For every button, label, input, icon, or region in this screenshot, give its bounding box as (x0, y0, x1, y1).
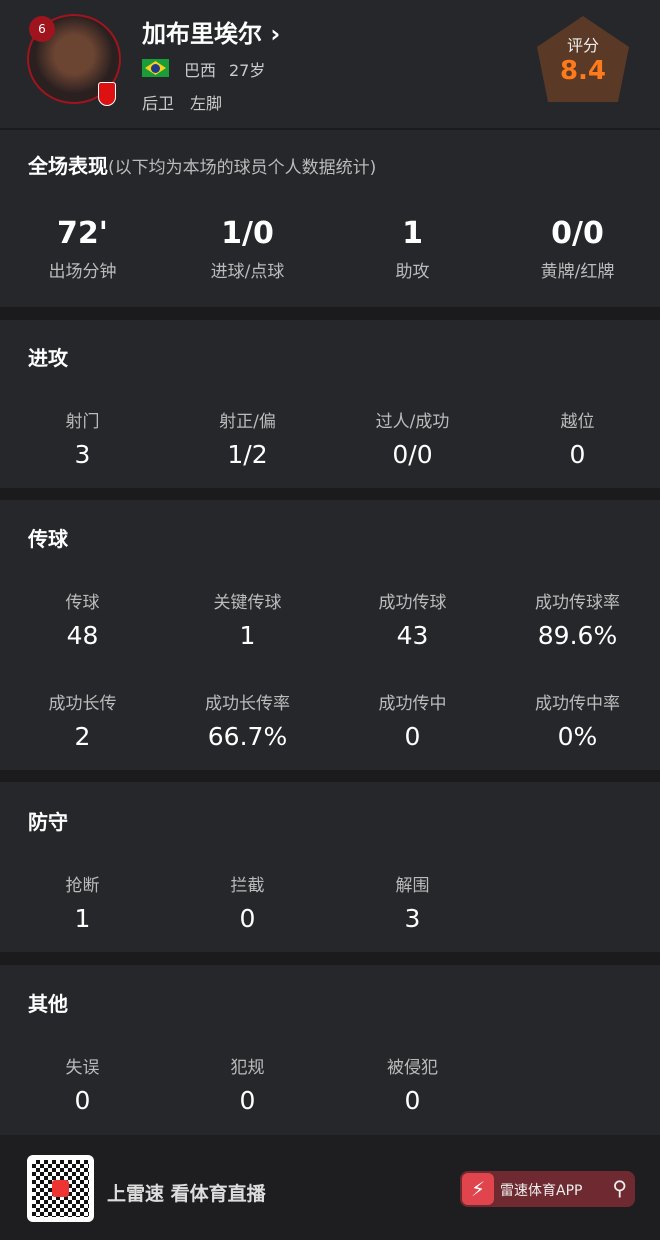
player-age: 27岁 (229, 61, 266, 80)
stat-errors: 失误 0 (65, 1058, 100, 1115)
stat-offsides: 越位 0 (560, 412, 595, 469)
defense-section: 防守 抢断 1 拦截 0 解围 3 (0, 782, 660, 952)
overview-section: 全场表现(以下均为本场的球员个人数据统计) 72' 出场分钟 1/0 进球/点球 1… (0, 130, 660, 307)
chevron-right-icon: › (270, 20, 281, 48)
attack-section: 进攻 射门 3 射正/偏 1/2 过人/成功 0/0 越位 0 (0, 320, 660, 488)
jersey-number-badge: 6 (29, 16, 55, 42)
stat-successful-passes: 成功传球 43 (378, 593, 447, 650)
stat-passes: 传球 48 (65, 593, 100, 650)
stat-shots-on-off: 射正/偏 1/2 (219, 412, 276, 469)
app-search-button[interactable]: ⚡ 雷速体育APP ⚲ (460, 1171, 635, 1207)
player-position: 后卫 (142, 94, 175, 113)
stat-tackles: 抢断 1 (65, 876, 100, 933)
stat-cross-accuracy: 成功传中率 0% (535, 694, 620, 751)
rating-badge: 评分 8.4 (537, 16, 629, 102)
section-title: 传球 (28, 527, 68, 551)
stat-long-balls: 成功长传 2 (48, 694, 117, 751)
player-country: 巴西 (184, 61, 217, 80)
stat-fouled: 被侵犯 0 (387, 1058, 438, 1115)
player-name: 加布里埃尔 (142, 20, 262, 48)
player-name-link[interactable]: 加布里埃尔 › (142, 14, 280, 49)
passing-section: 传球 传球 48 关键传球 1 成功传球 43 成功传球率 89.6% 成功长传 2 成功… (0, 500, 660, 770)
stat-long-ball-accuracy: 成功长传率 66.7% (205, 694, 290, 751)
section-title: 全场表现(以下均为本场的球员个人数据统计) (28, 154, 377, 178)
promo-footer: 上雷速 看体育直播 ⚡ 雷速体育APP ⚲ (0, 1135, 660, 1240)
stat-dribbles: 过人/成功 0/0 (375, 412, 450, 469)
rating-value: 8.4 (559, 56, 607, 86)
section-title: 防守 (28, 810, 68, 834)
stat-assists: 1 助攻 (395, 216, 430, 282)
stat-interceptions: 拦截 0 (230, 876, 265, 933)
stat-goals: 1/0 进球/点球 (210, 216, 285, 282)
section-title: 其他 (28, 992, 68, 1016)
stat-cards: 0/0 黄牌/红牌 (540, 216, 615, 282)
other-section: 其他 失误 0 犯规 0 被侵犯 0 (0, 965, 660, 1135)
stat-shots: 射门 3 (65, 412, 100, 469)
stat-fouls: 犯规 0 (230, 1058, 265, 1115)
brazil-flag-icon (142, 59, 169, 77)
stat-minutes: 72' 出场分钟 (48, 216, 117, 282)
lightning-logo-icon: ⚡ (462, 1173, 494, 1205)
stat-clearances: 解围 3 (395, 876, 430, 933)
stat-key-passes: 关键传球 1 (213, 593, 282, 650)
qr-code (27, 1155, 94, 1222)
stat-pass-accuracy: 成功传球率 89.6% (535, 593, 620, 650)
club-crest-icon (98, 82, 116, 106)
player-foot: 左脚 (190, 94, 223, 113)
stat-crosses: 成功传中 0 (378, 694, 447, 751)
app-label: 雷速体育APP (500, 1183, 583, 1199)
search-icon: ⚲ (612, 1176, 627, 1200)
section-title: 进攻 (28, 346, 68, 370)
footer-slogan: 上雷速 看体育直播 (107, 1183, 266, 1205)
rating-label: 评分 (566, 36, 599, 55)
section-note: (以下均为本场的球员个人数据统计) (108, 158, 377, 178)
player-header: 6 加布里埃尔 › 巴西 27岁 后卫 左脚 评分 8.4 (0, 0, 660, 128)
